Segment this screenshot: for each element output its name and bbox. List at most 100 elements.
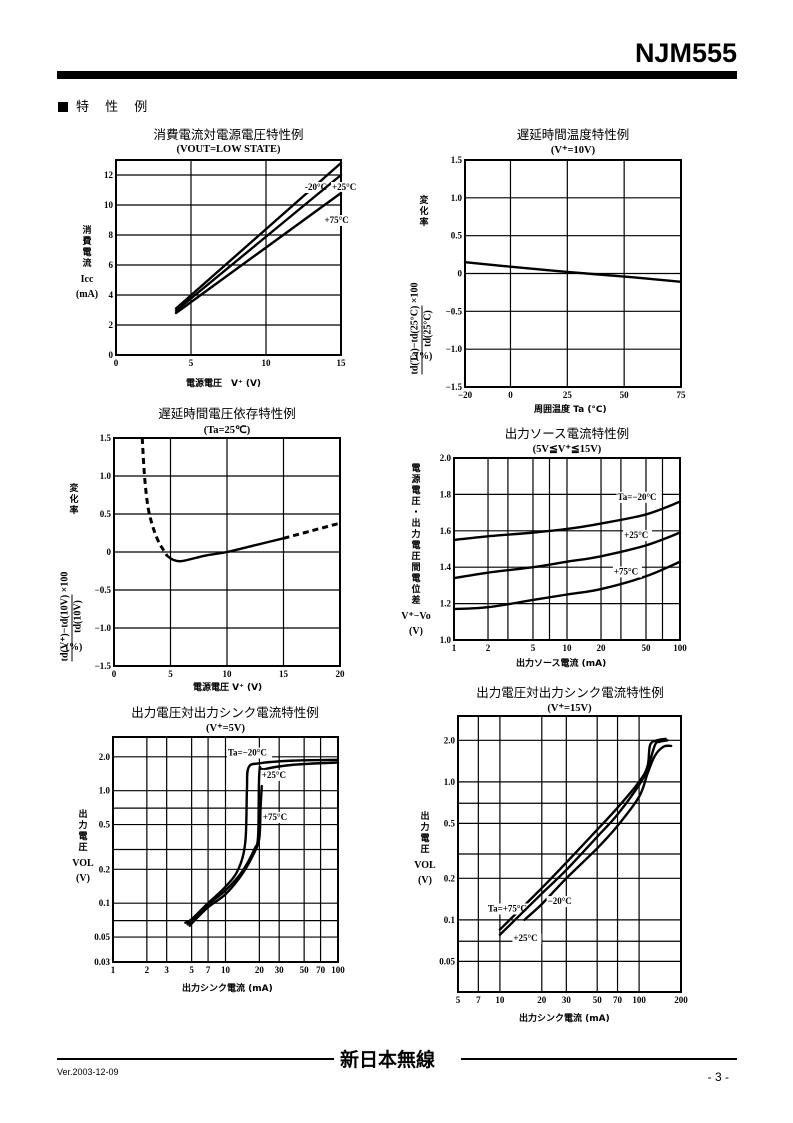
formula-multiplier: ×100	[59, 571, 71, 595]
series-line-1	[498, 739, 669, 936]
chart-2-title: 遅延時間温度特性例	[516, 127, 630, 142]
formula-multiplier: ×100	[409, 282, 421, 306]
series-label-bg	[512, 933, 542, 945]
square-bullet-icon	[58, 102, 68, 112]
chart-4-ylabel: 電源電圧・出力電圧間電位差 V⁺−Vo (V)	[398, 464, 434, 637]
ylabel-part: (V)	[418, 875, 432, 886]
series-label-bg	[623, 530, 653, 542]
x-tick-label: 5	[168, 669, 173, 679]
ylabel-part: 力	[420, 823, 430, 833]
ylabel-part: 出	[78, 810, 88, 820]
ylabel-part: VOL	[72, 858, 94, 869]
series-label-bg	[304, 182, 333, 193]
y-tick-label: −1.5	[446, 382, 463, 392]
x-tick-label: 100	[331, 965, 345, 975]
x-tick-label: 20	[336, 669, 346, 679]
series-label-bg	[546, 896, 576, 908]
series-label: +25°C	[513, 933, 537, 943]
series-line-0	[463, 260, 683, 284]
x-tick-label: 20	[597, 643, 607, 653]
chart-4-xlabel: 出力ソース電流 (mA)	[516, 659, 607, 669]
formula-denominator: td(25°C)	[422, 310, 434, 347]
y-tick-label: 0.1	[99, 898, 111, 908]
ylabel-formula: td(Ta)−td(25°C) ×100 td(25°C)	[409, 259, 435, 399]
section-heading: 特 性 例	[58, 96, 153, 115]
x-tick-label: 5	[189, 965, 194, 975]
footer-page-number: - 3 -	[707, 1070, 729, 1084]
chart-4-subtitle: (5V≦V⁺≦15V)	[532, 444, 602, 455]
ylabel-part: 位	[411, 585, 421, 595]
y-tick-label: 1.0	[100, 471, 112, 481]
y-tick-label: −1.0	[446, 344, 463, 354]
ylabel-part: 流	[82, 259, 92, 269]
ylabel-stack: 変化率	[404, 196, 444, 229]
ylabel-part: 出	[420, 812, 430, 822]
chart-2-xlabel: 周囲温度 Ta (°C)	[534, 405, 607, 415]
x-tick-label: 10	[563, 643, 573, 653]
chart-3-subtitle: (Ta=25℃)	[203, 425, 251, 436]
series-label: −20°C	[548, 896, 572, 906]
y-tick-label: 0.5	[444, 818, 456, 828]
x-tick-label: 2	[145, 965, 150, 975]
section-heading-text: 特 性 例	[76, 100, 154, 115]
chart-1-subtitle: (VOUT=LOW STATE)	[176, 144, 281, 155]
formula-top: td(V⁺)−td(10V) ×100	[59, 547, 73, 687]
y-tick-label: 1.4	[440, 562, 452, 572]
chart-6-subtitle: (V⁺=15V)	[547, 703, 592, 714]
ylabel-unit: (%)	[415, 351, 433, 362]
series-line-2	[174, 191, 343, 315]
document-title: NJM555	[634, 38, 737, 68]
series-line-2	[188, 784, 263, 927]
series-label-bg	[226, 747, 273, 759]
y-tick-label: 12	[104, 170, 114, 180]
plot-frame	[112, 736, 339, 963]
series-line-0	[452, 500, 682, 542]
chart-sink-15v: 5 7 10 20 30 50 70 100 200 0.05 0.1 0.2 0.5 1.0 2.0 Ta=…	[439, 715, 688, 1005]
x-tick-label: 75	[677, 390, 687, 400]
series-label-bg	[323, 215, 353, 226]
formula-denominator: td(10V)	[72, 600, 84, 633]
ylabel-part: ・	[411, 508, 421, 518]
ylabel-part: 力	[78, 821, 88, 831]
footer-rule-left	[57, 1058, 334, 1060]
series-label: +75°C	[263, 812, 287, 822]
x-tick-label: 200	[674, 995, 688, 1005]
y-tick-label: 0.2	[444, 873, 456, 883]
y-tick-label: 0.2	[99, 864, 111, 874]
ylabel-char: 変	[419, 196, 429, 206]
formula-top: td(Ta)−td(25°C) ×100	[409, 259, 423, 399]
series-label: Ta=−20°C	[228, 748, 267, 758]
x-tick-label: 50	[641, 643, 651, 653]
ylabel-part: 出	[411, 519, 421, 529]
ylabel-part: 間	[411, 563, 421, 573]
series-line-0	[140, 437, 169, 557]
ylabel-part: 電	[411, 486, 421, 496]
chart-6-title: 出力電圧対出力シンク電流特性例	[476, 685, 664, 700]
y-tick-label: 1.0	[451, 193, 463, 203]
series-label: +75°C	[614, 566, 638, 576]
x-tick-label: 50	[593, 995, 603, 1005]
chart-6-xlabel: 出力シンク電流 (mA)	[519, 1014, 610, 1024]
chart-2-subtitle: (V⁺=10V)	[550, 145, 596, 156]
series-label-bg	[612, 566, 642, 578]
x-tick-label: 1	[452, 643, 457, 653]
y-tick-label: 1.5	[100, 433, 112, 443]
series-label-bg	[331, 182, 360, 193]
series-line-0	[498, 737, 667, 931]
y-tick-label: 0.05	[439, 956, 455, 966]
y-tick-label: 1.0	[440, 635, 452, 645]
ylabel-stack: 変化率	[54, 484, 94, 517]
y-tick-label: 0.5	[99, 820, 111, 830]
chart-5-xlabel: 出力シンク電流 (mA)	[182, 984, 273, 994]
ylabel-part: 力	[411, 530, 421, 540]
y-tick-label: 1.0	[99, 786, 111, 796]
y-tick-label: 0.05	[94, 932, 110, 942]
chart-5-title: 出力電圧対出力シンク電流特性例	[131, 705, 319, 720]
series-label-bg	[616, 491, 662, 503]
y-tick-label: 2	[109, 320, 114, 330]
ylabel-char: 化	[419, 207, 429, 217]
x-tick-label: 30	[562, 995, 572, 1005]
ylabel-part: 電	[411, 464, 421, 474]
y-tick-label: 1.2	[440, 599, 452, 609]
series-label-bg	[486, 903, 533, 915]
